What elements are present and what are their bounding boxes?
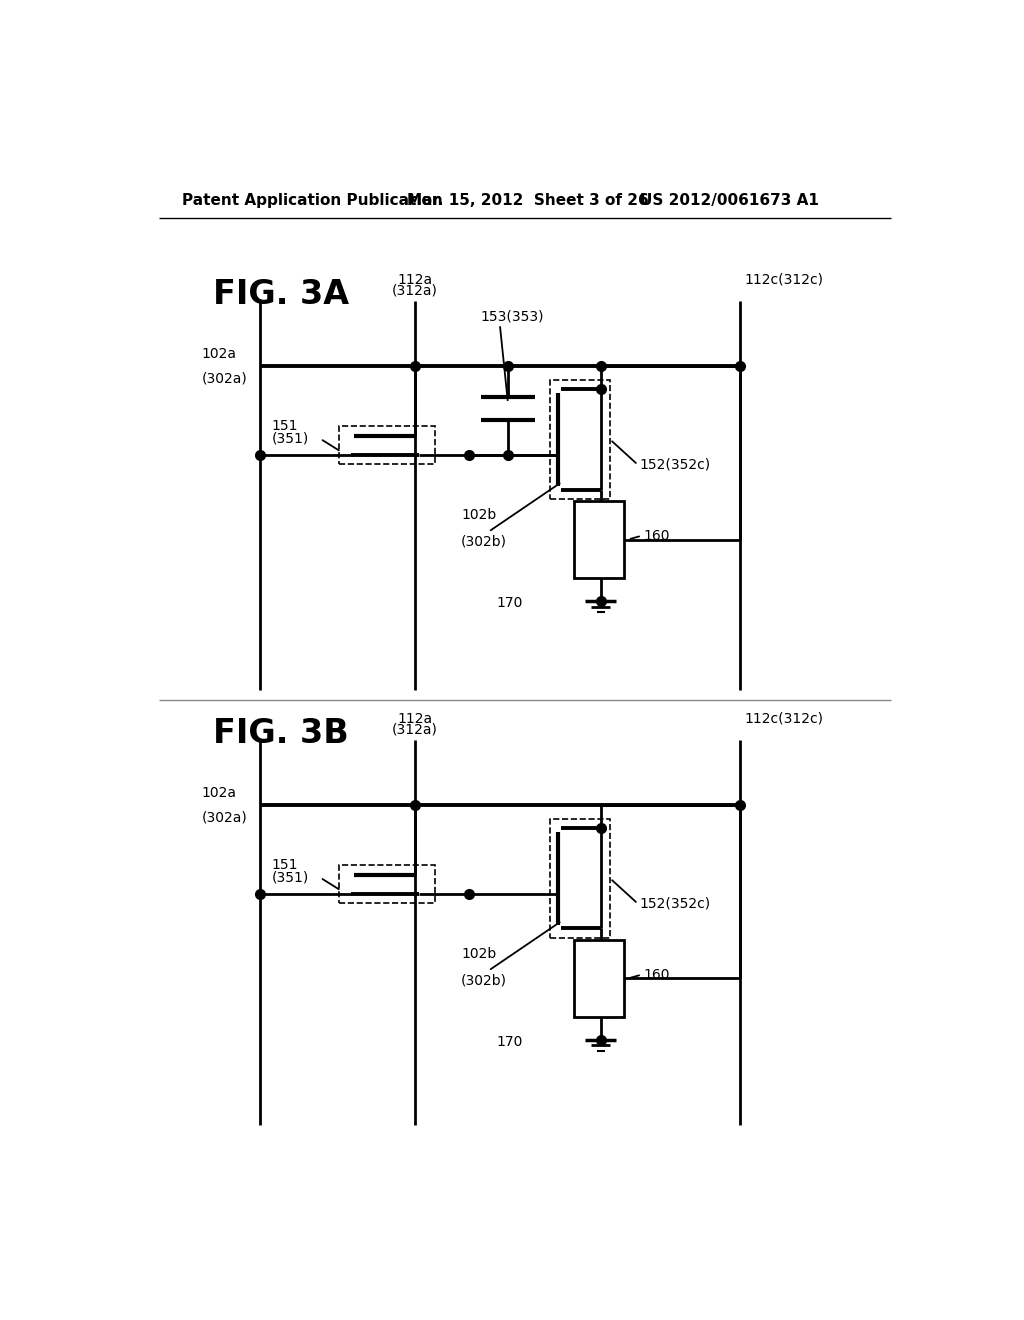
- Text: 102b: 102b: [461, 946, 497, 961]
- Text: 102b: 102b: [461, 508, 497, 521]
- Text: (312a): (312a): [392, 722, 437, 737]
- Text: (302b): (302b): [461, 973, 507, 987]
- Text: 102a: 102a: [202, 347, 237, 360]
- Text: (351): (351): [271, 871, 308, 884]
- Text: 170: 170: [497, 597, 523, 610]
- Text: FIG. 3B: FIG. 3B: [213, 717, 349, 750]
- Text: Mar. 15, 2012  Sheet 3 of 26: Mar. 15, 2012 Sheet 3 of 26: [407, 193, 649, 209]
- Bar: [573, 940, 624, 1016]
- Text: 153(353): 153(353): [480, 309, 544, 323]
- Text: 160: 160: [643, 968, 670, 982]
- Text: 160: 160: [643, 529, 670, 543]
- Text: 152(352c): 152(352c): [640, 458, 711, 471]
- Text: (302a): (302a): [202, 372, 248, 385]
- Bar: [573, 502, 624, 578]
- Text: (351): (351): [271, 432, 308, 446]
- Text: 112a: 112a: [397, 711, 432, 726]
- Text: US 2012/0061673 A1: US 2012/0061673 A1: [640, 193, 818, 209]
- Bar: [339, 426, 435, 465]
- Text: 112c(312c): 112c(312c): [744, 711, 823, 726]
- Text: 102a: 102a: [202, 785, 237, 800]
- Text: 112c(312c): 112c(312c): [744, 273, 823, 286]
- Text: (302a): (302a): [202, 810, 248, 825]
- Bar: [550, 818, 610, 937]
- Bar: [550, 380, 610, 499]
- Text: 151: 151: [271, 858, 298, 873]
- Text: 170: 170: [497, 1035, 523, 1049]
- Text: (312a): (312a): [392, 284, 437, 298]
- Bar: [339, 866, 435, 903]
- Text: FIG. 3A: FIG. 3A: [213, 277, 349, 310]
- Text: 152(352c): 152(352c): [640, 896, 711, 911]
- Text: 112a: 112a: [397, 273, 432, 286]
- Text: Patent Application Publication: Patent Application Publication: [182, 193, 443, 209]
- Text: 151: 151: [271, 420, 298, 433]
- Text: (302b): (302b): [461, 535, 507, 548]
